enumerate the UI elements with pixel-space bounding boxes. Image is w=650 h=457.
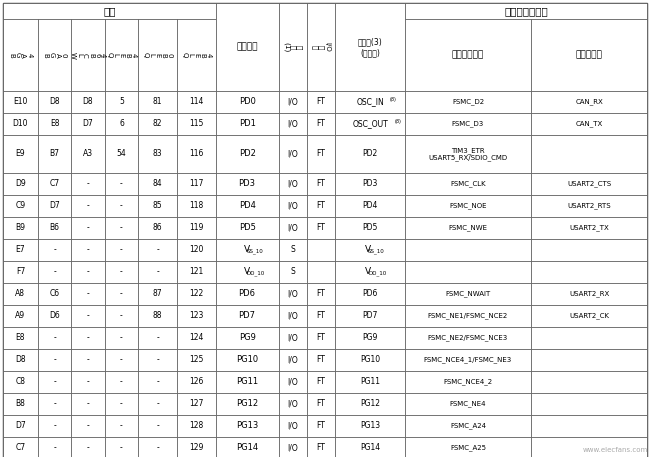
- Bar: [531, 261, 647, 283]
- Bar: [279, 349, 307, 371]
- Text: D7: D7: [49, 202, 60, 211]
- Text: -: -: [86, 180, 90, 188]
- Bar: [138, 19, 177, 91]
- Bar: [531, 113, 647, 135]
- Bar: [405, 327, 531, 349]
- Bar: [307, 283, 335, 305]
- Bar: [279, 3, 307, 91]
- Bar: [307, 217, 335, 239]
- Bar: [531, 437, 647, 457]
- Bar: [72, 217, 105, 239]
- Text: FSMC_NE4: FSMC_NE4: [450, 401, 486, 407]
- Text: -: -: [86, 267, 90, 276]
- Bar: [307, 261, 335, 283]
- Bar: [177, 217, 216, 239]
- Bar: [405, 135, 531, 173]
- Text: SS_10: SS_10: [368, 248, 385, 254]
- Text: 129: 129: [189, 443, 203, 452]
- Bar: [38, 113, 72, 135]
- Bar: [3, 113, 38, 135]
- Text: FT: FT: [317, 399, 326, 409]
- Bar: [177, 19, 216, 91]
- Text: FT: FT: [317, 202, 326, 211]
- Bar: [105, 91, 138, 113]
- Text: -: -: [53, 267, 56, 276]
- Text: USART2_CTS: USART2_CTS: [567, 181, 611, 187]
- Bar: [105, 135, 138, 173]
- Bar: [405, 415, 531, 437]
- Bar: [72, 437, 105, 457]
- Bar: [38, 349, 72, 371]
- Bar: [531, 91, 647, 113]
- Bar: [307, 91, 335, 113]
- Bar: [38, 173, 72, 195]
- Text: C7: C7: [16, 443, 25, 452]
- Text: E9: E9: [16, 149, 25, 159]
- Bar: [177, 371, 216, 393]
- Bar: [531, 327, 647, 349]
- Bar: [72, 91, 105, 113]
- Text: 4
B
E
L
Q: 4 B E L Q: [181, 52, 211, 58]
- Text: PG10: PG10: [360, 356, 380, 365]
- Text: D9: D9: [15, 180, 26, 188]
- Text: A3: A3: [83, 149, 93, 159]
- Bar: [531, 371, 647, 393]
- Bar: [138, 113, 177, 135]
- Text: FSMC_NCE4_2: FSMC_NCE4_2: [443, 379, 493, 385]
- Text: PG11: PG11: [236, 377, 258, 387]
- Bar: [38, 91, 72, 113]
- Text: FSMC_D2: FSMC_D2: [452, 99, 484, 106]
- Bar: [216, 3, 279, 91]
- Bar: [405, 283, 531, 305]
- Text: -: -: [120, 377, 123, 387]
- Text: -: -: [86, 289, 90, 298]
- Bar: [3, 415, 38, 437]
- Bar: [279, 173, 307, 195]
- Text: 82: 82: [153, 119, 162, 128]
- Bar: [335, 113, 405, 135]
- Text: I/O
电
平: I/O 电 平: [311, 42, 331, 52]
- Text: I/O: I/O: [287, 180, 298, 188]
- Text: TIM3_ETR
USART5_RX/SDIO_CMD: TIM3_ETR USART5_RX/SDIO_CMD: [428, 147, 508, 161]
- Bar: [531, 19, 647, 91]
- Text: FSMC_CLK: FSMC_CLK: [450, 181, 486, 187]
- Text: I/O: I/O: [287, 443, 298, 452]
- Bar: [105, 305, 138, 327]
- Text: 默认复用功能: 默认复用功能: [452, 51, 484, 59]
- Bar: [307, 349, 335, 371]
- Text: PD0: PD0: [239, 97, 255, 106]
- Bar: [138, 305, 177, 327]
- Bar: [105, 19, 138, 91]
- Text: PD5: PD5: [363, 223, 378, 233]
- Bar: [72, 305, 105, 327]
- Bar: [3, 217, 38, 239]
- Bar: [105, 327, 138, 349]
- Bar: [38, 195, 72, 217]
- Text: FSMC_A24: FSMC_A24: [450, 423, 486, 430]
- Text: I/O: I/O: [287, 289, 298, 298]
- Text: FT: FT: [317, 97, 326, 106]
- Bar: [105, 217, 138, 239]
- Text: 主功能(3)
(复位后): 主功能(3) (复位后): [358, 37, 382, 57]
- Bar: [335, 305, 405, 327]
- Text: 0
A
G
B: 0 A G B: [42, 52, 66, 58]
- Bar: [3, 3, 216, 19]
- Text: V: V: [365, 267, 371, 276]
- Bar: [138, 415, 177, 437]
- Text: D8: D8: [49, 97, 60, 106]
- Text: I/O: I/O: [287, 421, 298, 430]
- Text: FSMC_NOE: FSMC_NOE: [449, 202, 487, 209]
- Bar: [216, 283, 279, 305]
- Bar: [405, 3, 647, 19]
- Bar: [105, 371, 138, 393]
- Bar: [138, 371, 177, 393]
- Text: -: -: [53, 443, 56, 452]
- Bar: [177, 195, 216, 217]
- Bar: [72, 393, 105, 415]
- Text: A9: A9: [16, 312, 25, 320]
- Text: PD4: PD4: [363, 202, 378, 211]
- Bar: [138, 217, 177, 239]
- Bar: [3, 327, 38, 349]
- Text: FSMC_NCE4_1/FSMC_NE3: FSMC_NCE4_1/FSMC_NE3: [424, 356, 512, 363]
- Text: -: -: [120, 289, 123, 298]
